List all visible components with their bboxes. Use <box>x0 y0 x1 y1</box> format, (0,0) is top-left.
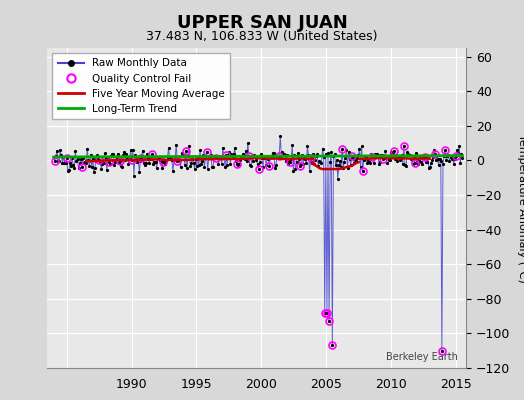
Legend: Raw Monthly Data, Quality Control Fail, Five Year Moving Average, Long-Term Tren: Raw Monthly Data, Quality Control Fail, … <box>52 53 230 119</box>
Text: 37.483 N, 106.833 W (United States): 37.483 N, 106.833 W (United States) <box>146 30 378 43</box>
Text: Berkeley Earth: Berkeley Earth <box>386 352 458 362</box>
Y-axis label: Temperature Anomaly (°C): Temperature Anomaly (°C) <box>517 134 524 282</box>
Text: UPPER SAN JUAN: UPPER SAN JUAN <box>177 14 347 32</box>
